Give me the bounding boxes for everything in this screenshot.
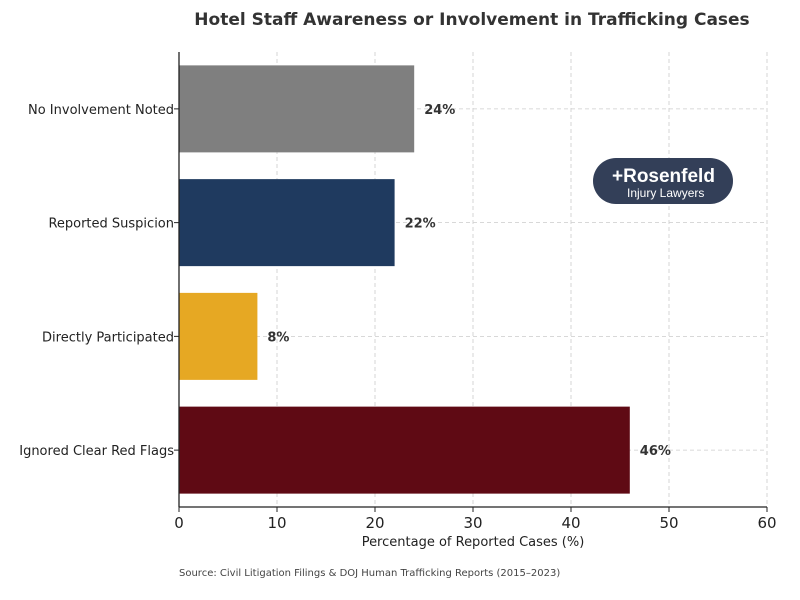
data-label: 24% bbox=[424, 103, 455, 118]
category-label: Ignored Clear Red Flags bbox=[19, 444, 174, 459]
bar-no-involvement-noted bbox=[179, 65, 415, 153]
x-tick-label: 30 bbox=[463, 514, 482, 532]
x-axis-label: Percentage of Reported Cases (%) bbox=[362, 535, 585, 550]
svg-text:Injury Lawyers: Injury Lawyers bbox=[627, 186, 704, 200]
data-label: 8% bbox=[267, 330, 289, 345]
bar-reported-suspicion bbox=[179, 179, 395, 267]
x-tick-label: 40 bbox=[561, 514, 580, 532]
x-tick-label: 50 bbox=[659, 514, 678, 532]
x-tick-label: 0 bbox=[174, 514, 184, 532]
x-tick-label: 60 bbox=[757, 514, 776, 532]
logo: +Rosenfeld Injury Lawyers bbox=[593, 158, 733, 204]
x-tick-label: 20 bbox=[365, 514, 384, 532]
category-label: Reported Suspicion bbox=[48, 217, 174, 232]
data-label: 22% bbox=[405, 217, 436, 232]
source-note: Source: Civil Litigation Filings & DOJ H… bbox=[179, 568, 560, 579]
category-label: No Involvement Noted bbox=[28, 103, 174, 118]
x-tick-label: 10 bbox=[267, 514, 286, 532]
svg-text:+Rosenfeld: +Rosenfeld bbox=[612, 166, 715, 187]
bars bbox=[179, 65, 630, 494]
bar-directly-participated bbox=[179, 292, 258, 380]
chart-title: Hotel Staff Awareness or Involvement in … bbox=[194, 10, 749, 30]
bar-ignored-clear-red-flags bbox=[179, 406, 630, 494]
labels: 0 10 20 30 40 50 60 No Involvement Noted 24% Repo… bbox=[19, 103, 776, 532]
category-label: Directly Participated bbox=[42, 330, 174, 345]
data-label: 46% bbox=[640, 444, 671, 459]
